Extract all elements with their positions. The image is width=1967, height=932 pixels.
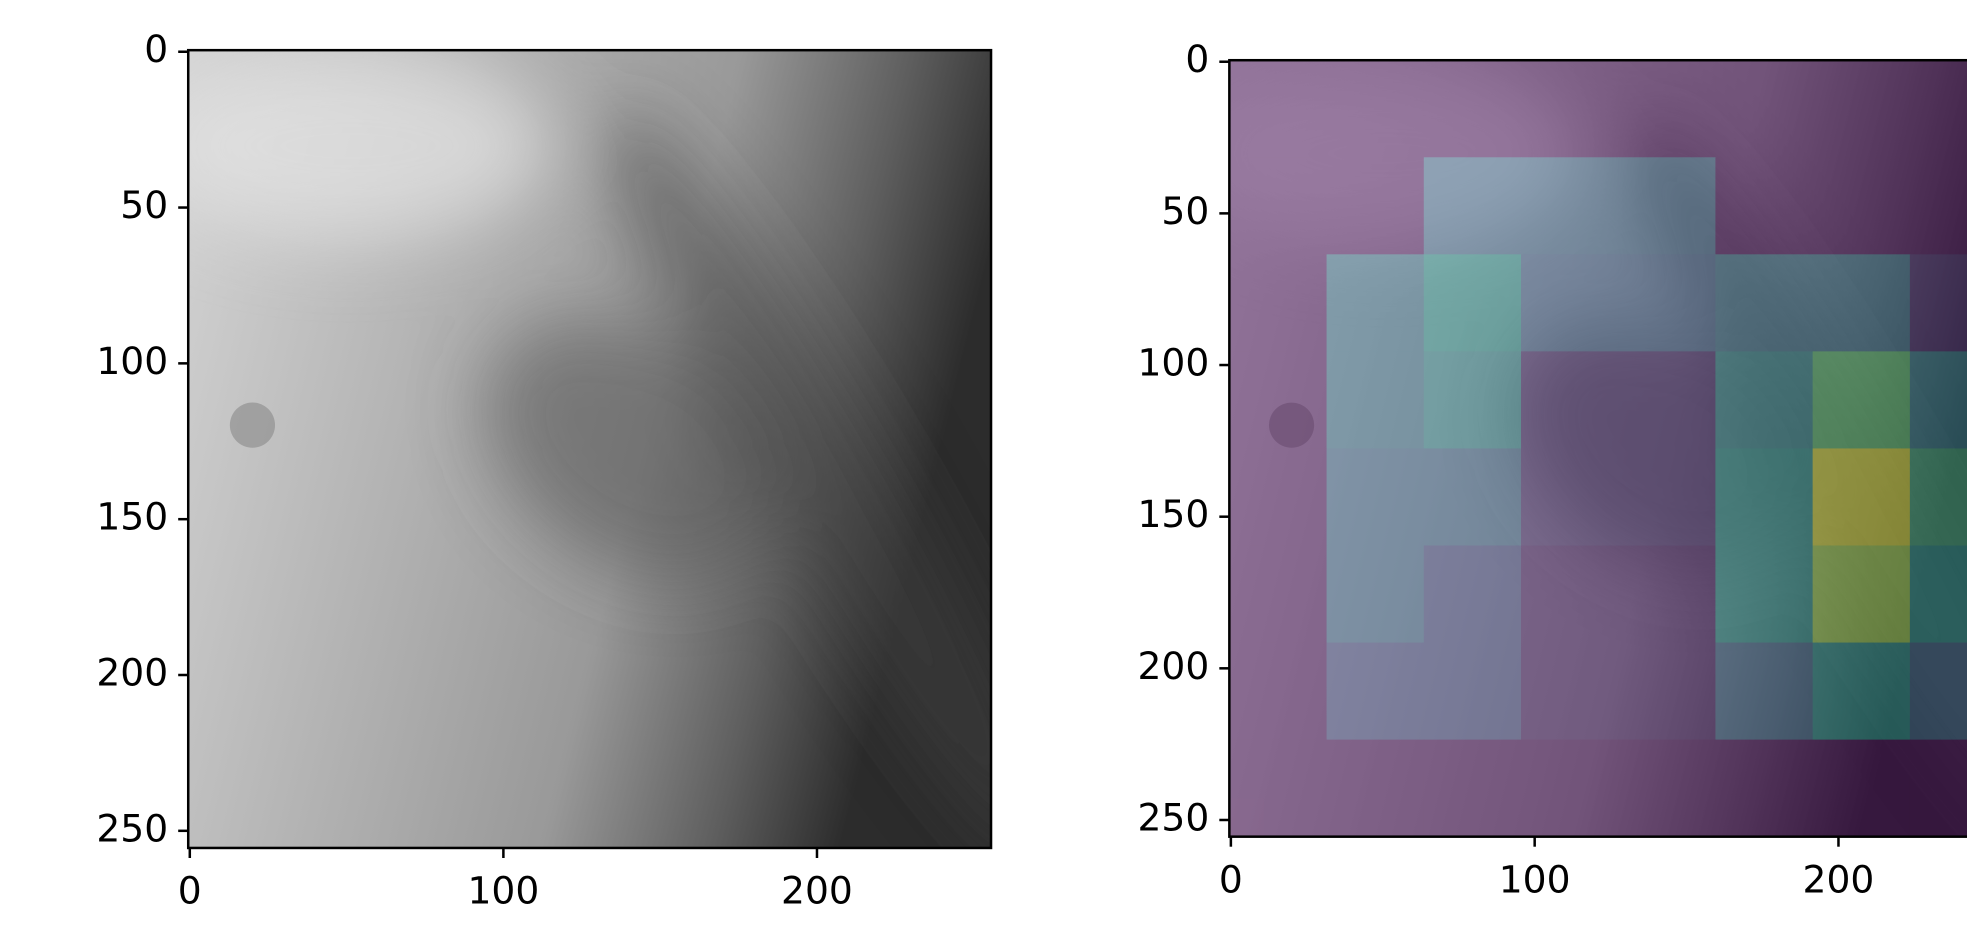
heatmap-cell bbox=[1812, 351, 1911, 450]
left-axes: 0 100 200 0 50 100 150 200 250 bbox=[96, 27, 993, 913]
heatmap-cell bbox=[1229, 254, 1328, 353]
heatmap-cell bbox=[1812, 739, 1911, 837]
heatmap-cell bbox=[1618, 60, 1717, 158]
y-tick-label: 0 bbox=[1185, 37, 1209, 81]
heatmap-cell bbox=[1326, 545, 1425, 644]
heatmap-cell bbox=[1520, 157, 1619, 255]
heatmap-cell bbox=[1423, 351, 1522, 450]
axes-frame bbox=[1228, 58, 1967, 838]
dark-band bbox=[604, 107, 992, 848]
heatmap-cell bbox=[1715, 351, 1814, 450]
heatmap-cell bbox=[1715, 254, 1814, 353]
heatmap-cell bbox=[1326, 254, 1425, 353]
y-tick-label: 100 bbox=[1137, 341, 1209, 385]
heatmap-cell bbox=[1618, 351, 1717, 450]
heatmap-cell bbox=[1618, 545, 1717, 644]
heatmap-cell bbox=[1909, 545, 1967, 644]
heatmap-cell bbox=[1715, 545, 1814, 644]
photo-shading bbox=[1229, 60, 1967, 837]
heatmap-cell bbox=[1423, 448, 1522, 547]
heatmap-cell bbox=[1618, 157, 1717, 255]
heatmap-cell bbox=[1229, 739, 1328, 837]
heatmap-cell bbox=[1909, 254, 1967, 353]
x-tick-label: 200 bbox=[781, 869, 853, 913]
heatmap-cell bbox=[1812, 448, 1911, 547]
heatmap-cell bbox=[1423, 157, 1522, 255]
x-tick-label: 0 bbox=[178, 869, 202, 913]
heatmap-cell bbox=[1423, 642, 1522, 741]
heatmap-cell bbox=[1909, 448, 1967, 547]
heatmap-cell bbox=[1909, 739, 1967, 837]
photo-shading bbox=[188, 50, 992, 848]
x-tick-label: 100 bbox=[1499, 857, 1571, 901]
heatmap-cell bbox=[1326, 60, 1425, 158]
heatmap-cell bbox=[1909, 157, 1967, 255]
light-region bbox=[1229, 60, 1580, 247]
heatmap-cell bbox=[1423, 739, 1522, 837]
axes-frame bbox=[186, 48, 993, 850]
heatmap-cell bbox=[1909, 642, 1967, 741]
heatmap-cell bbox=[1520, 545, 1619, 644]
heatmap-cell bbox=[1423, 60, 1522, 158]
heatmap-cell bbox=[1520, 642, 1619, 741]
heatmap-cell bbox=[1618, 739, 1717, 837]
heatmap-cell bbox=[1229, 351, 1328, 450]
x-tick-label: 200 bbox=[1803, 857, 1875, 901]
heatmap-cell bbox=[1423, 545, 1522, 644]
y-tick-label: 200 bbox=[1137, 644, 1209, 688]
heatmap-cell bbox=[1326, 448, 1425, 547]
y-tick-label: 100 bbox=[96, 339, 168, 383]
right-axes: 0 100 200 0 50 100 150 200 250 bbox=[1137, 37, 1967, 901]
heatmap-cell bbox=[1326, 351, 1425, 450]
heatmap-cell bbox=[1520, 254, 1619, 353]
heatmap-cell bbox=[1618, 642, 1717, 741]
heatmap-cell bbox=[1229, 157, 1328, 255]
heatmap-cell bbox=[1618, 448, 1717, 547]
y-tick-label: 50 bbox=[1161, 189, 1209, 233]
dark-band bbox=[1631, 116, 1967, 837]
heatmap-cell bbox=[1520, 739, 1619, 837]
heatmap-cell bbox=[1520, 448, 1619, 547]
heatmap-cell bbox=[1229, 642, 1328, 741]
heatmap-cell bbox=[1715, 157, 1814, 255]
heatmap-cell bbox=[1618, 254, 1717, 353]
spot bbox=[1268, 402, 1315, 448]
heatmap-cell bbox=[1326, 157, 1425, 255]
y-tick-label: 250 bbox=[96, 806, 168, 850]
photo bbox=[188, 50, 992, 848]
y-tick-label: 50 bbox=[120, 183, 168, 227]
x-tick-label: 0 bbox=[1219, 857, 1243, 901]
heatmap-cell bbox=[1812, 157, 1911, 255]
heatmap-cell bbox=[1909, 351, 1967, 450]
heatmap-cell bbox=[1715, 642, 1814, 741]
y-tick-label: 250 bbox=[1137, 795, 1209, 839]
light-region bbox=[188, 50, 550, 242]
heatmap-cell bbox=[1520, 60, 1619, 158]
heatmap-cell bbox=[1326, 642, 1425, 741]
heatmap-cell bbox=[1715, 739, 1814, 837]
heatmap bbox=[1229, 60, 1967, 837]
heatmap-cell bbox=[1812, 545, 1911, 644]
heatmap-cell bbox=[1812, 642, 1911, 741]
spot bbox=[229, 402, 276, 448]
y-tick-label: 0 bbox=[144, 27, 168, 71]
photo bbox=[1229, 60, 1967, 837]
heatmap-cell bbox=[1715, 448, 1814, 547]
heatmap-cell bbox=[1423, 254, 1522, 353]
heatmap-cell bbox=[1326, 739, 1425, 837]
heatmap-cell bbox=[1229, 448, 1328, 547]
heatmap-cell bbox=[1520, 351, 1619, 450]
heatmap-cell bbox=[1812, 60, 1911, 158]
heatmap-cell bbox=[1909, 60, 1967, 158]
heatmap-cell bbox=[1229, 60, 1328, 158]
heatmap-cell bbox=[1229, 545, 1328, 644]
y-tick-label: 200 bbox=[96, 651, 168, 695]
x-tick-label: 100 bbox=[467, 869, 539, 913]
heatmap-cell bbox=[1812, 254, 1911, 353]
y-tick-label: 150 bbox=[1137, 492, 1209, 536]
y-tick-label: 150 bbox=[96, 495, 168, 539]
heatmap-cell bbox=[1715, 60, 1814, 158]
